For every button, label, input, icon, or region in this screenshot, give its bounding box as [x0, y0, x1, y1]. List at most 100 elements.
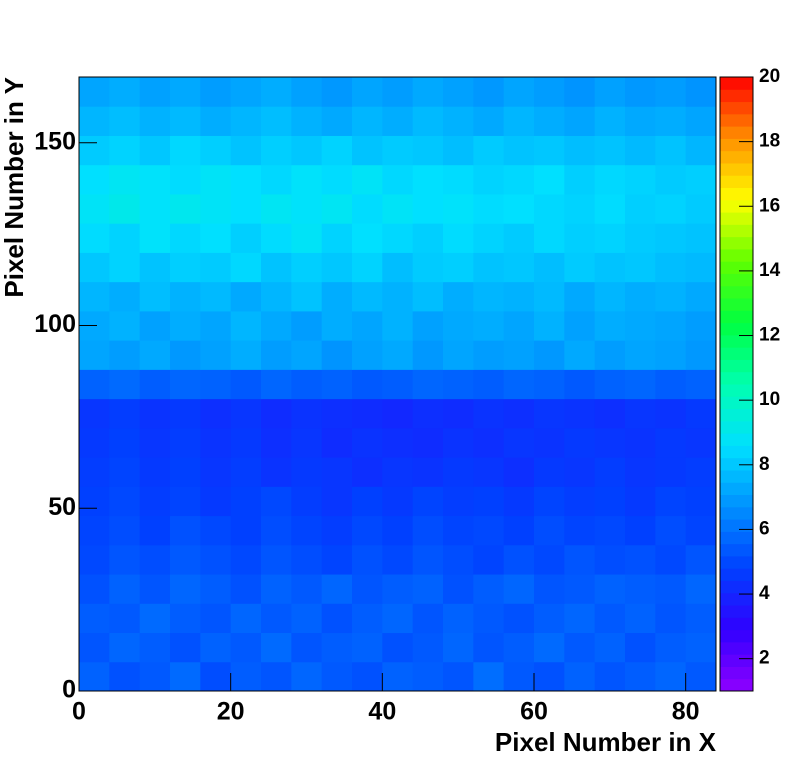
heatmap-cell: [230, 486, 262, 517]
color-bar-segment: [720, 580, 753, 594]
heatmap-cell: [139, 252, 171, 283]
color-bar-frame: [719, 76, 754, 692]
heatmap-cell: [685, 661, 717, 692]
heatmap-cell: [109, 281, 141, 312]
heatmap-cell: [655, 310, 687, 341]
x-tick-label: 0: [72, 698, 86, 726]
heatmap-cell: [79, 632, 110, 663]
color-bar-segment: [720, 592, 753, 606]
heatmap-cell: [534, 223, 565, 253]
heatmap-cell: [261, 135, 292, 166]
heatmap-cell: [443, 661, 474, 692]
heatmap-cell: [685, 603, 717, 634]
heatmap-cell: [564, 193, 596, 224]
heatmap-cell: [534, 398, 565, 429]
heatmap-cell: [594, 106, 626, 136]
heatmap-cell: [200, 223, 232, 253]
heatmap-cell: [170, 106, 201, 136]
heatmap-cell: [382, 106, 414, 136]
heatmap-cell: [291, 135, 323, 166]
heatmap-cell: [321, 281, 353, 312]
heatmap-cell: [139, 661, 171, 692]
heatmap-cell: [139, 515, 171, 546]
heatmap-cell: [534, 135, 565, 166]
heatmap-cell: [321, 106, 353, 136]
heatmap-cell: [382, 77, 414, 107]
heatmap-cell: [473, 223, 505, 253]
heatmap-cell: [230, 106, 262, 136]
heatmap-cell: [564, 252, 596, 283]
heatmap-cell: [352, 106, 383, 136]
color-bar-segment: [720, 310, 753, 324]
heatmap-cell: [79, 486, 110, 517]
heatmap-cell: [230, 515, 262, 546]
heatmap-cell: [625, 252, 656, 283]
heatmap-cell: [109, 369, 141, 400]
heatmap-cell: [412, 252, 444, 283]
heatmap-cell: [79, 193, 110, 224]
heatmap-cell: [79, 603, 110, 634]
heatmap-cell: [321, 193, 353, 224]
heatmap-cell: [170, 164, 201, 195]
heatmap-cell: [655, 603, 687, 634]
heatmap-cell: [261, 398, 292, 429]
heatmap-cell: [291, 544, 323, 575]
color-bar-segment: [720, 150, 753, 164]
color-bar-segment: [720, 531, 753, 545]
heatmap-cell: [655, 252, 687, 283]
heatmap-cell: [139, 632, 171, 663]
heatmap-cell: [412, 340, 444, 370]
heatmap-cell: [79, 661, 110, 692]
color-bar-segment: [720, 617, 753, 631]
heatmap-cell: [685, 340, 717, 370]
heatmap-cell: [503, 281, 535, 312]
heatmap-cell: [109, 164, 141, 195]
heatmap-cell: [291, 310, 323, 341]
heatmap-cell: [139, 193, 171, 224]
heatmap-cell: [109, 310, 141, 341]
heatmap-cell: [170, 632, 201, 663]
heatmap-cell: [321, 603, 353, 634]
heatmap-cell: [352, 574, 383, 604]
heatmap-cell: [503, 310, 535, 341]
heatmap-cell: [503, 252, 535, 283]
heatmap-cell: [200, 135, 232, 166]
heatmap-cell: [200, 106, 232, 136]
heatmap-cell: [352, 427, 383, 458]
heatmap-cell: [473, 135, 505, 166]
heatmap-cell: [443, 427, 474, 458]
heatmap-cell: [170, 369, 201, 400]
color-bar-segment: [720, 261, 753, 274]
heatmap-cell: [109, 252, 141, 283]
heatmap-cell: [352, 135, 383, 166]
heatmap-cell: [382, 486, 414, 517]
color-bar-segment: [720, 77, 753, 90]
heatmap-cell: [473, 544, 505, 575]
heatmap-cell: [170, 223, 201, 253]
heatmap-cell: [261, 106, 292, 136]
heatmap-cell: [200, 310, 232, 341]
heatmap-cell: [534, 632, 565, 663]
heatmap-cell: [352, 77, 383, 107]
heatmap-cell: [534, 369, 565, 400]
heatmap-cell: [473, 281, 505, 312]
heatmap-cell: [503, 632, 535, 663]
heatmap-cell: [139, 427, 171, 458]
heatmap-cell: [291, 77, 323, 107]
heatmap-cell: [564, 77, 596, 107]
heatmap-cell: [655, 164, 687, 195]
y-tick-label: 100: [34, 310, 76, 338]
heatmap-cell: [170, 427, 201, 458]
heatmap-cell: [685, 281, 717, 312]
heatmap-cell: [382, 603, 414, 634]
heatmap-cell: [291, 632, 323, 663]
heatmap-cell: [170, 515, 201, 546]
heatmap-cell: [321, 310, 353, 341]
heatmap-cell: [625, 632, 656, 663]
heatmap-cell: [109, 603, 141, 634]
heatmap-cell: [139, 310, 171, 341]
heatmap-cell: [534, 106, 565, 136]
color-bar-segment: [720, 371, 753, 385]
heatmap-cell: [321, 632, 353, 663]
heatmap-cell: [564, 486, 596, 517]
